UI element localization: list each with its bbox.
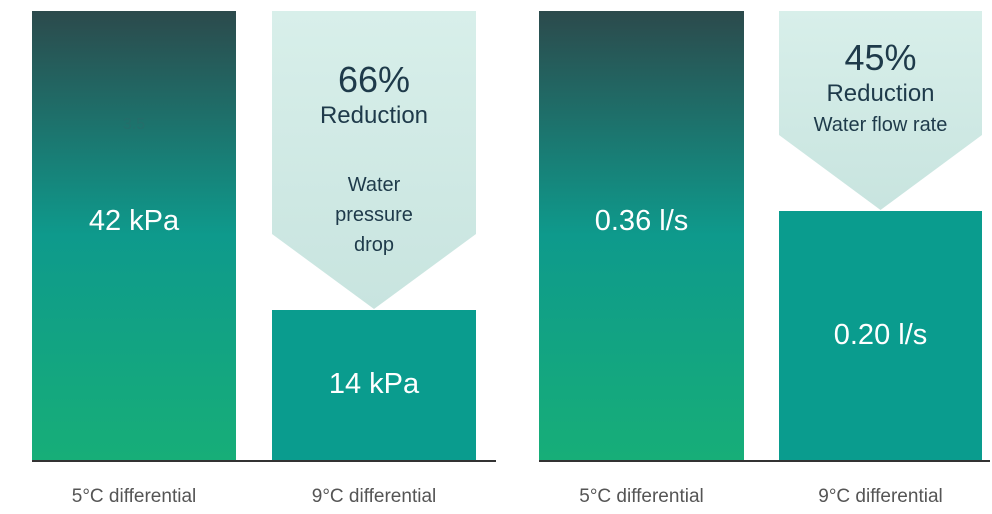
x-axis-label: 9°C differential <box>311 486 437 507</box>
x-axis-baseline <box>539 460 990 462</box>
bar-5c-differential: 42 kPa 3.5 <box>32 11 236 460</box>
bar-9c-differential: 0.20 l/s <box>779 211 982 460</box>
reduction-label: Reduction <box>319 102 429 129</box>
reduction-arrow: 45% Reduction Water flow rate <box>779 11 982 210</box>
reduction-percent: 45% <box>844 37 917 78</box>
reduction-label: Reduction <box>826 80 935 107</box>
flow-rate-chart: 0.36 l/s 5°C differential 0.20 l/s 9°C diff… <box>496 0 992 514</box>
reduction-arrow-shape <box>272 11 476 309</box>
bar-value-label: 14 kPa <box>328 368 420 400</box>
bar-value-label: 0.36 l/s <box>594 205 689 237</box>
bar-value-label: 0.20 l/s <box>833 318 928 351</box>
faint-annotation: 3.5 <box>122 116 146 133</box>
x-axis-label: 9°C differential <box>818 486 943 507</box>
x-axis-label: 5°C differential <box>71 486 197 507</box>
reduction-arrow: 66% Reduction Water pressure drop <box>272 11 476 309</box>
reduction-arrow-shape <box>779 11 982 210</box>
reduction-description: Water pressure drop <box>335 174 413 256</box>
reduction-percent: 66% <box>337 59 411 100</box>
x-axis-label: 5°C differential <box>579 486 704 507</box>
bar-9c-differential: 14 kPa <box>272 310 476 460</box>
bar-5c-differential: 0.36 l/s <box>539 11 744 460</box>
bar-value-label: 42 kPa <box>88 205 180 237</box>
pressure-drop-chart: 42 kPa 3.5 5°C differential 14 kPa 9°C diffe… <box>32 11 496 507</box>
reduction-description: Water flow rate <box>813 114 948 136</box>
x-axis-baseline <box>32 460 496 462</box>
